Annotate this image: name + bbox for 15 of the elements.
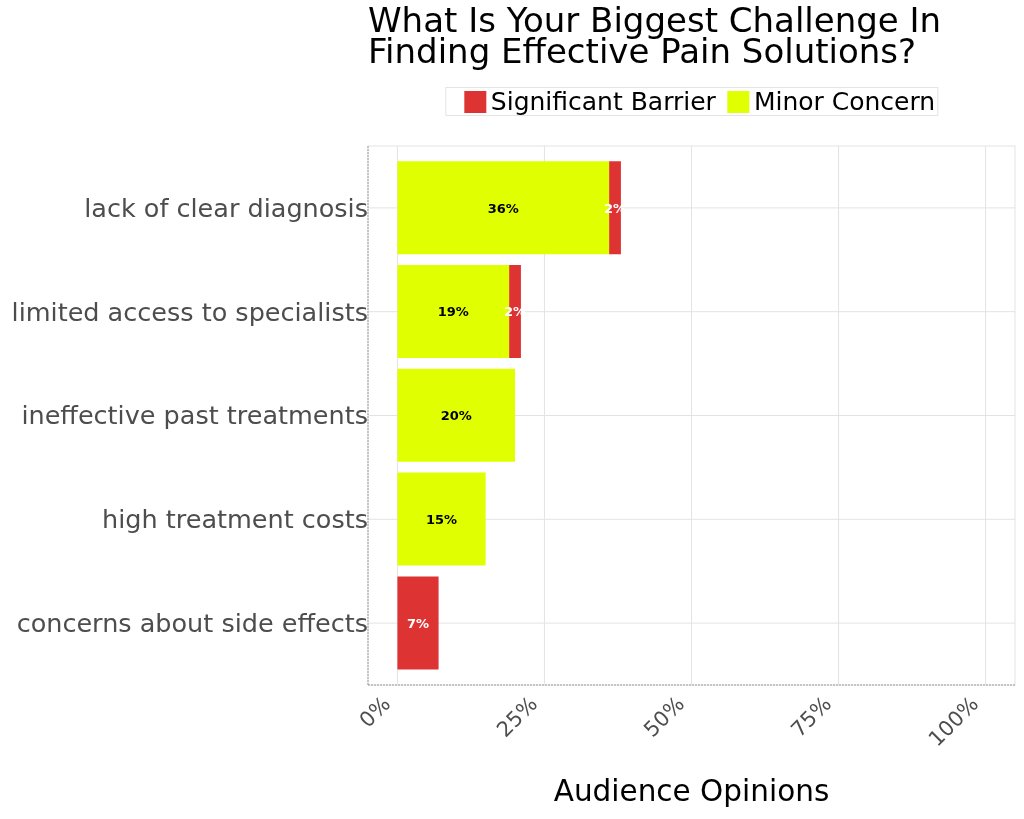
y-tick-label: ineffective past treatments bbox=[21, 400, 368, 431]
chart-title: What Is Your Biggest Challenge In Finding Effective Pain Solutions? bbox=[368, 0, 943, 71]
y-tick-label: lack of clear diagnosis bbox=[84, 192, 368, 223]
y-tick-label: concerns about side effects bbox=[16, 608, 368, 639]
data-label: 36% bbox=[487, 200, 519, 216]
x-axis-title: Audience Opinions bbox=[552, 774, 831, 808]
y-tick-label: high treatment costs bbox=[102, 504, 368, 535]
data-label: 15% bbox=[425, 511, 458, 527]
legend-label: Significant Barrier bbox=[490, 87, 716, 116]
y-tick-label: limited access to specialists bbox=[11, 296, 368, 327]
data-label: 20% bbox=[440, 407, 472, 423]
data-label: 19% bbox=[437, 303, 469, 319]
x-tick-label: 0% bbox=[354, 691, 396, 733]
legend-label: Minor Concern bbox=[753, 87, 936, 116]
data-label: 7% bbox=[406, 615, 430, 631]
